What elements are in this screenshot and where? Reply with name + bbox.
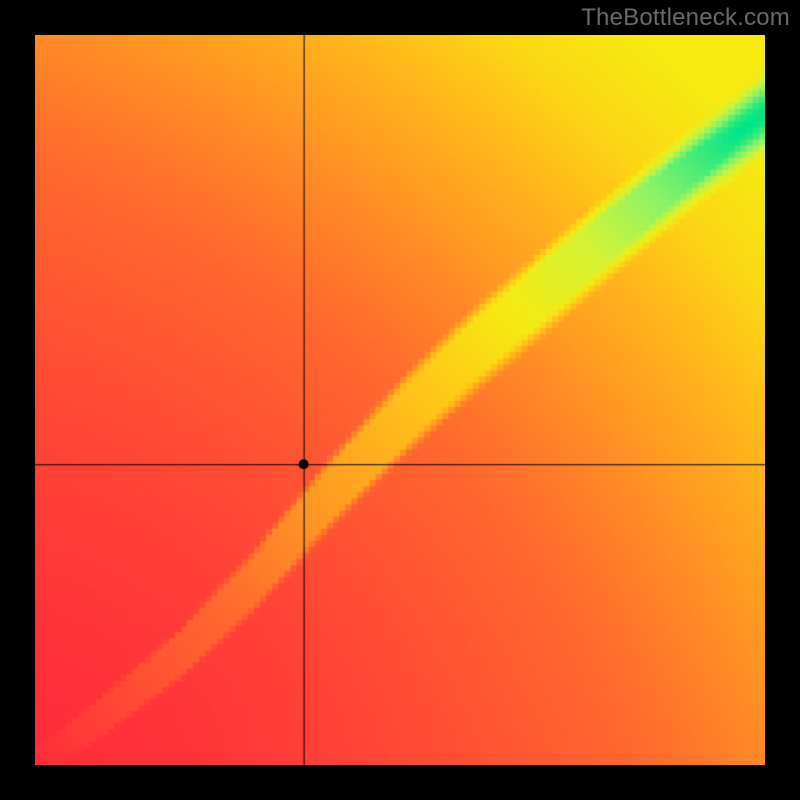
chart-root: TheBottleneck.com xyxy=(0,0,800,800)
bottleneck-heatmap xyxy=(35,35,765,765)
watermark-text: TheBottleneck.com xyxy=(581,4,790,32)
